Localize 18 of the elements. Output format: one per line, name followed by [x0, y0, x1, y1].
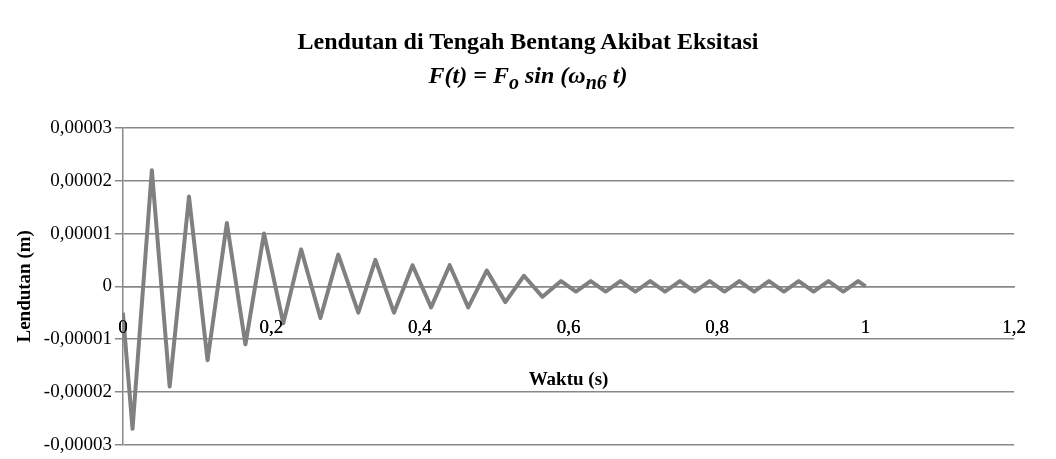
x-tick-label: 0,8 [705, 315, 729, 337]
x-tick-label: 0,6 [556, 315, 581, 337]
y-tick-label: 0,00003 [50, 115, 112, 137]
x-tick-label: 1,2 [1002, 315, 1026, 337]
y-tick-label: 0,00001 [50, 221, 112, 243]
chart-subtitle: F(t) = F$_{o}$ sin (ω$_{n6}$ t) [427, 61, 629, 95]
y-tick-label: 0,00002 [50, 168, 112, 190]
chart-title: Lendutan di Tengah Bentang Akibat Eksitasi [296, 27, 760, 56]
x-tick-label: 0,4 [408, 315, 433, 337]
y-tick-label: -0,00001 [43, 327, 112, 349]
y-axis-title: Lendutan (m) [13, 230, 36, 343]
x-tick-label: 0,2 [259, 315, 284, 337]
y-tick-label: -0,00003 [43, 432, 112, 454]
y-tick-label: -0,00002 [43, 379, 112, 401]
x-tick-label: 1 [860, 315, 871, 337]
x-axis-title: Waktu (s) [528, 368, 609, 391]
x-tick-label: 0 [118, 315, 128, 337]
y-tick-label: 0 [102, 274, 112, 296]
